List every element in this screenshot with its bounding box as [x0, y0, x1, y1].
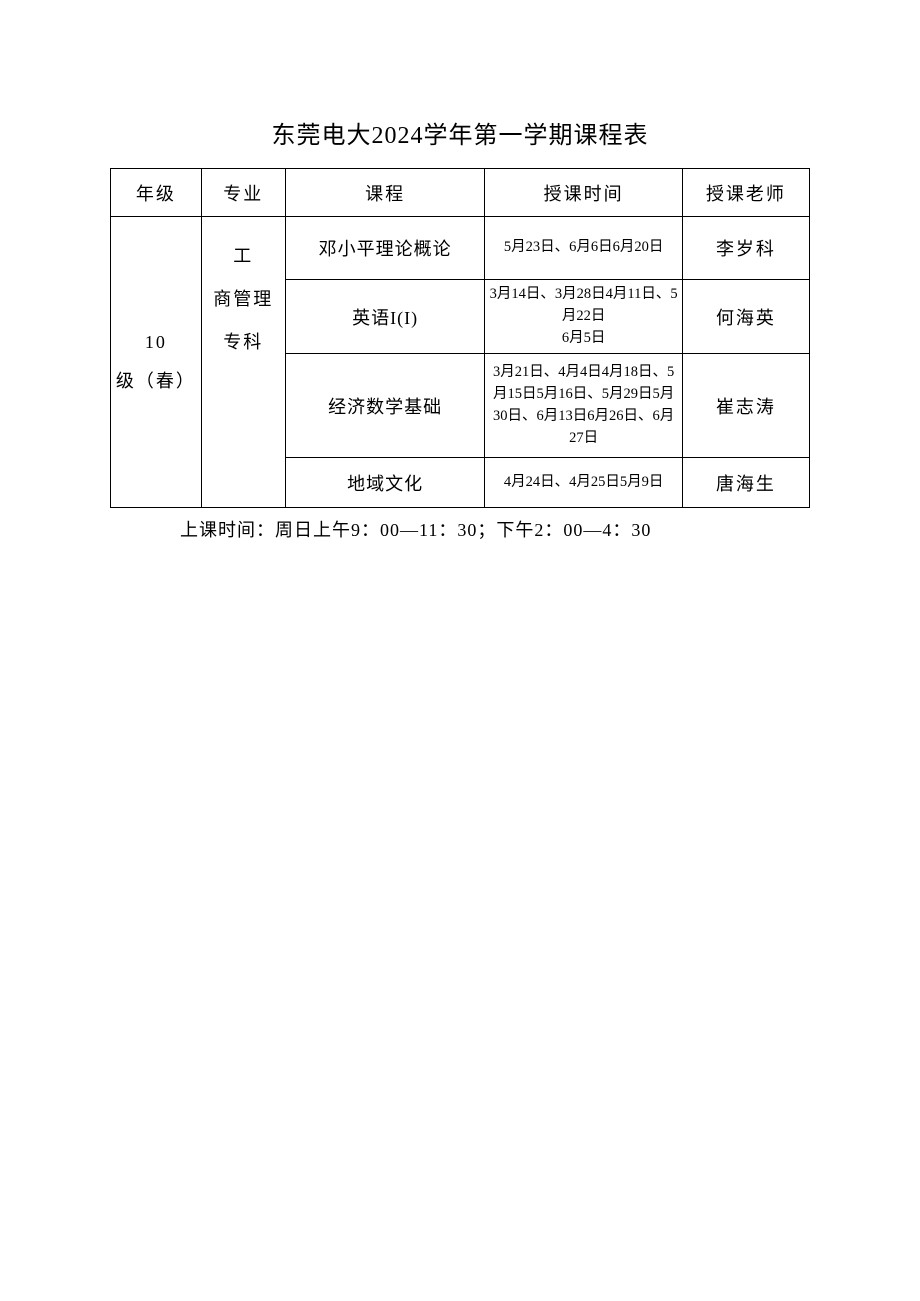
time-cell: 4月24日、4月25日5月9日 [485, 458, 682, 508]
course-cell: 英语I(I) [285, 280, 485, 354]
header-major: 专业 [201, 169, 285, 217]
course-cell: 经济数学基础 [285, 354, 485, 458]
teacher-cell: 唐海生 [682, 458, 809, 508]
time-cell: 3月14日、3月28日4月11日、5月22日6月5日 [485, 280, 682, 354]
table-row: 10级（春） 工商管理专科 邓小平理论概论 5月23日、6月6日6月20日 李岁… [111, 217, 810, 280]
table-header-row: 年级 专业 课程 授课时间 授课老师 [111, 169, 810, 217]
schedule-table: 年级 专业 课程 授课时间 授课老师 10级（春） 工商管理专科 邓小平理论概论… [110, 168, 810, 508]
time-cell: 5月23日、6月6日6月20日 [485, 217, 682, 280]
header-time: 授课时间 [485, 169, 682, 217]
teacher-cell: 何海英 [682, 280, 809, 354]
page-title: 东莞电大2024学年第一学期课程表 [110, 115, 810, 150]
time-cell: 3月21日、4月4日4月18日、5月15日5月16日、5月29日5月30日、6月… [485, 354, 682, 458]
teacher-cell: 崔志涛 [682, 354, 809, 458]
course-cell: 邓小平理论概论 [285, 217, 485, 280]
course-cell: 地域文化 [285, 458, 485, 508]
header-course: 课程 [285, 169, 485, 217]
footer-note: 上课时间：周日上午9：00—11：30；下午2：00—4：30 [110, 516, 810, 542]
major-cell: 工商管理专科 [201, 217, 285, 508]
grade-cell: 10级（春） [111, 217, 202, 508]
teacher-cell: 李岁科 [682, 217, 809, 280]
header-teacher: 授课老师 [682, 169, 809, 217]
header-grade: 年级 [111, 169, 202, 217]
